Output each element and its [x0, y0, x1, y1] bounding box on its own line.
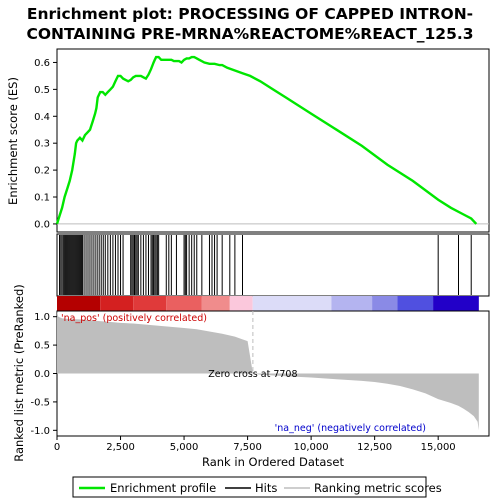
x-tick-label: 12,500: [357, 442, 392, 453]
x-axis-label: Rank in Ordered Dataset: [202, 455, 345, 469]
es-y-tick-label: 0.0: [34, 219, 50, 230]
metric-y-tick-label: -1.0: [30, 426, 50, 437]
heatmap-segment: [166, 296, 202, 311]
x-tick-label: 15,000: [421, 442, 456, 453]
metric-panel: 1.0 0.5 0.0 -0.5 -1.0 0 2,500 5,000 7,500 10,000…: [12, 284, 490, 469]
heatmap-segment: [57, 296, 101, 311]
x-tick-label: 0: [54, 442, 60, 453]
chart-title-line2: CONTAINING PRE-MRNA%REACTOME%REACT_125.3: [26, 25, 473, 43]
metric-y-tick-label: 1.0: [34, 312, 50, 323]
heatmap-segment: [252, 296, 332, 311]
pos-correlated-label: 'na_pos' (positively correlated): [61, 313, 207, 324]
metric-y-tick-label: 0.5: [34, 341, 50, 352]
ranking-metric-area: [57, 311, 479, 431]
heatmap-segment: [201, 296, 230, 311]
hits-panel: [56, 233, 490, 297]
heatmap-segment: [100, 296, 134, 311]
heatmap-segment: [229, 296, 253, 311]
es-y-tick-label: 0.3: [34, 139, 50, 150]
legend-enrichment-label: Enrichment profile: [110, 481, 216, 495]
es-y-axis-label: Enrichment score (ES): [6, 77, 20, 205]
ranked-heatmap-bar: [57, 296, 479, 311]
legend-hits-label: Hits: [255, 481, 277, 495]
hits-frame: [56, 233, 490, 297]
legend-metric-label: Ranking metric scores: [314, 481, 442, 495]
es-y-tick-label: 0.1: [34, 193, 50, 204]
heatmap-segment: [433, 296, 479, 311]
metric-y-axis-label: Ranked list metric (PreRanked): [12, 284, 26, 462]
es-y-tick-label: 0.2: [34, 166, 50, 177]
x-tick-label: 5,000: [170, 442, 199, 453]
heatmap-segment: [397, 296, 434, 311]
x-tick-label: 7,500: [233, 442, 262, 453]
zero-cross-label: Zero cross at 7708: [208, 369, 297, 380]
metric-y-ticks: 1.0 0.5 0.0 -0.5 -1.0: [30, 312, 57, 437]
es-y-tick-label: 0.4: [34, 112, 50, 123]
heatmap-segment: [372, 296, 398, 311]
x-tick-label: 2,500: [106, 442, 135, 453]
chart-title-line1: Enrichment plot: PROCESSING OF CAPPED IN…: [27, 5, 473, 23]
es-panel: 0.0 0.1 0.2 0.3 0.4 0.5 0.6 Enrichment score (…: [6, 48, 490, 233]
x-tick-label: 10,000: [294, 442, 329, 453]
es-y-tick-label: 0.5: [34, 85, 50, 96]
enrichment-profile-line: [55, 55, 478, 225]
metric-x-ticks: 0 2,500 5,000 7,500 10,000 12,500 15,000: [54, 436, 456, 453]
heatmap-segment: [331, 296, 373, 311]
heatmap-segment: [133, 296, 167, 311]
metric-y-tick-label: 0.0: [34, 369, 50, 380]
hit-lines: [59, 235, 472, 295]
metric-y-tick-label: -0.5: [30, 397, 50, 408]
es-y-ticks: 0.0 0.1 0.2 0.3 0.4 0.5 0.6: [34, 58, 57, 230]
es-y-tick-label: 0.6: [34, 58, 50, 69]
neg-correlated-label: 'na_neg' (negatively correlated): [275, 423, 426, 434]
legend: Enrichment profile Hits Ranking metric s…: [72, 476, 442, 498]
legend-frame: [72, 476, 427, 498]
